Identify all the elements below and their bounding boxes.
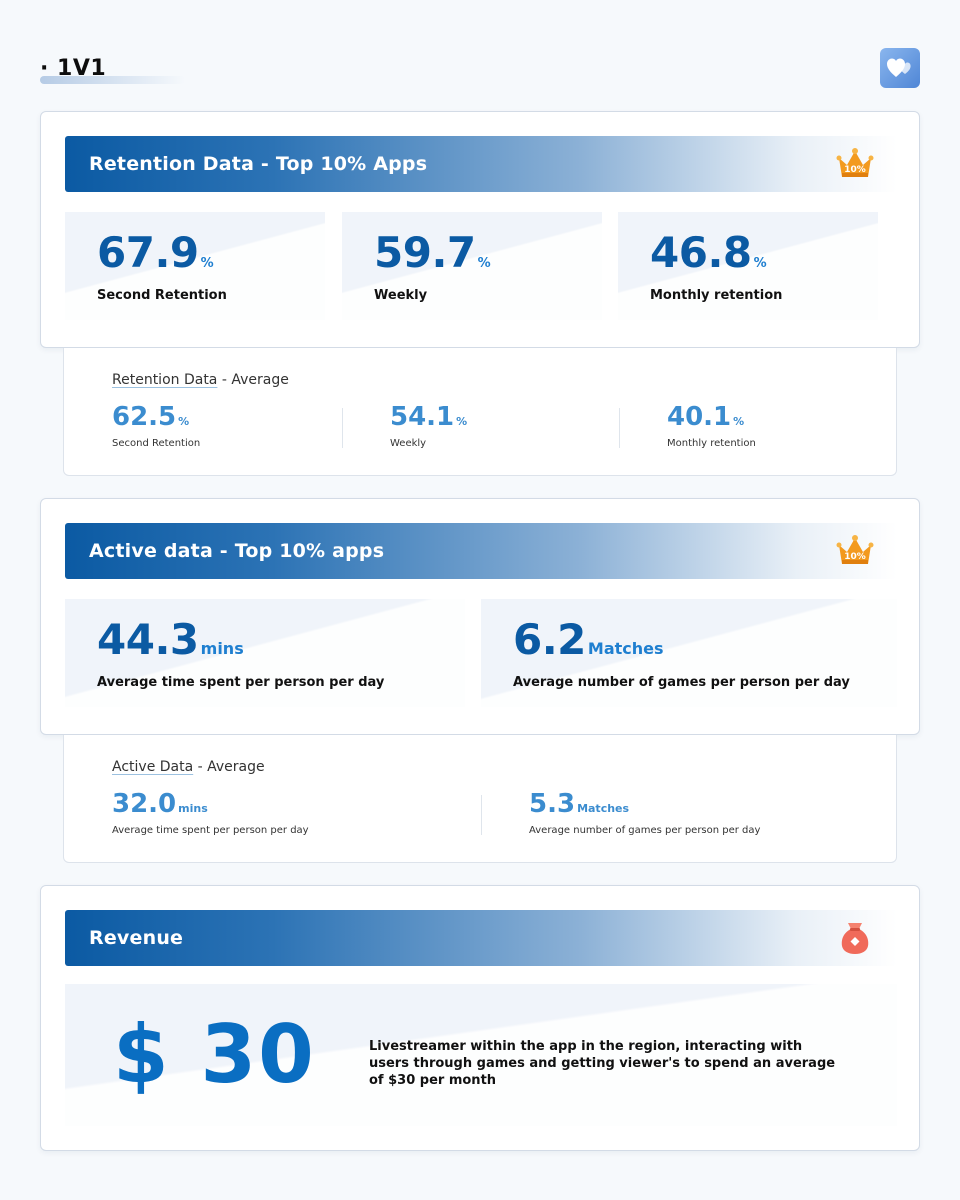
retention-top-banner: Retention Data - Top 10% Apps 10% bbox=[65, 136, 897, 192]
revenue-description: Livestreamer within the app in the regio… bbox=[369, 1039, 836, 1088]
page-title: · 1V1 bbox=[40, 56, 107, 81]
retention-top-tile-monthly: 46.8% Monthly retention bbox=[618, 212, 878, 320]
average-metric-games: 5.3 Matches Average number of games per p… bbox=[529, 789, 760, 836]
avg-value: 32.0 bbox=[112, 789, 177, 819]
avg-label: Monthly retention bbox=[667, 438, 756, 449]
column-divider bbox=[619, 408, 620, 448]
revenue-tile: $ 30 Livestreamer within the app in the … bbox=[65, 984, 897, 1126]
metric-label: Monthly retention bbox=[650, 288, 783, 303]
column-divider bbox=[481, 795, 482, 835]
active-top-tile-time: 44.3 mins Average time spent per person p… bbox=[65, 599, 465, 707]
metric-value: 44.3 bbox=[97, 615, 199, 664]
active-top-banner: Active data - Top 10% apps 10% bbox=[65, 523, 897, 579]
retention-top-card: Retention Data - Top 10% Apps 10% 67.9% … bbox=[40, 111, 920, 348]
revenue-title: Revenue bbox=[89, 927, 184, 949]
retention-top-tile-weekly: 59.7% Weekly bbox=[342, 212, 602, 320]
active-top-tile-games: 6.2 Matches Average number of games per p… bbox=[481, 599, 897, 707]
crown-icon: 10% bbox=[836, 535, 874, 564]
crown-badge-text: 10% bbox=[844, 165, 866, 175]
metric-unit: mins bbox=[200, 639, 244, 658]
retention-top-tile-second: 67.9% Second Retention bbox=[65, 212, 325, 320]
retention-average-title: Retention Data - Average bbox=[112, 372, 289, 388]
hearts-icon[interactable] bbox=[880, 48, 920, 88]
metric-unit: % bbox=[753, 256, 767, 271]
title-rest: - Average bbox=[193, 759, 265, 775]
metric-label: Weekly bbox=[374, 288, 428, 303]
average-metric-second: 62.5% Second Retention bbox=[112, 402, 200, 449]
crown-badge-text: 10% bbox=[844, 552, 866, 562]
page-header: · 1V1 bbox=[40, 48, 920, 92]
crown-icon: 10% bbox=[836, 148, 874, 177]
metric-value: 46.8 bbox=[650, 228, 752, 277]
avg-unit: % bbox=[456, 415, 468, 428]
metric-value: 59.7 bbox=[374, 228, 476, 277]
average-metric-time: 32.0 mins Average time spent per person p… bbox=[112, 789, 309, 836]
avg-label: Average number of games per person per d… bbox=[529, 825, 761, 836]
title-underlined-part: Retention Data bbox=[112, 372, 218, 388]
avg-unit: Matches bbox=[577, 802, 630, 815]
avg-label: Weekly bbox=[390, 438, 427, 449]
avg-label: Average time spent per person per day bbox=[112, 825, 309, 836]
active-average-title: Active Data - Average bbox=[112, 759, 265, 775]
average-metric-weekly: 54.1% Weekly bbox=[390, 402, 467, 449]
metric-value: 67.9 bbox=[97, 228, 199, 277]
revenue-card: Revenue $ 30 Livestreamer within the app… bbox=[40, 885, 920, 1151]
avg-label: Second Retention bbox=[112, 438, 201, 449]
active-average-card: Active Data - Average 32.0 mins Average t… bbox=[63, 735, 897, 863]
title-underlined-part: Active Data bbox=[112, 759, 194, 775]
metric-unit: Matches bbox=[587, 639, 664, 658]
avg-unit: mins bbox=[178, 802, 208, 815]
average-metric-monthly: 40.1% Monthly retention bbox=[667, 402, 756, 449]
metric-label: Average time spent per person per day bbox=[97, 675, 385, 690]
avg-value: 62.5 bbox=[112, 402, 177, 432]
metric-label: Second Retention bbox=[97, 288, 227, 303]
avg-value: 54.1 bbox=[390, 402, 455, 432]
avg-unit: % bbox=[733, 415, 745, 428]
active-top-card: Active data - Top 10% apps 10% 44.3 mins … bbox=[40, 498, 920, 735]
revenue-value: $ 30 bbox=[113, 1008, 316, 1101]
column-divider bbox=[342, 408, 343, 448]
avg-value: 40.1 bbox=[667, 402, 732, 432]
title-underline bbox=[40, 76, 185, 84]
avg-unit: % bbox=[178, 415, 190, 428]
active-top-title: Active data - Top 10% apps bbox=[89, 540, 385, 562]
metric-unit: % bbox=[200, 256, 214, 271]
retention-top-title: Retention Data - Top 10% Apps bbox=[89, 153, 428, 175]
metric-unit: % bbox=[477, 256, 491, 271]
title-rest: - Average bbox=[217, 372, 289, 388]
title-wrap: · 1V1 bbox=[40, 56, 185, 84]
money-bag-icon bbox=[841, 923, 869, 954]
metric-value: 6.2 bbox=[513, 615, 586, 664]
revenue-banner: Revenue bbox=[65, 910, 897, 966]
retention-average-card: Retention Data - Average 62.5% Second Re… bbox=[63, 348, 897, 476]
metric-label: Average number of games per person per d… bbox=[513, 675, 850, 690]
avg-value: 5.3 bbox=[529, 789, 576, 819]
